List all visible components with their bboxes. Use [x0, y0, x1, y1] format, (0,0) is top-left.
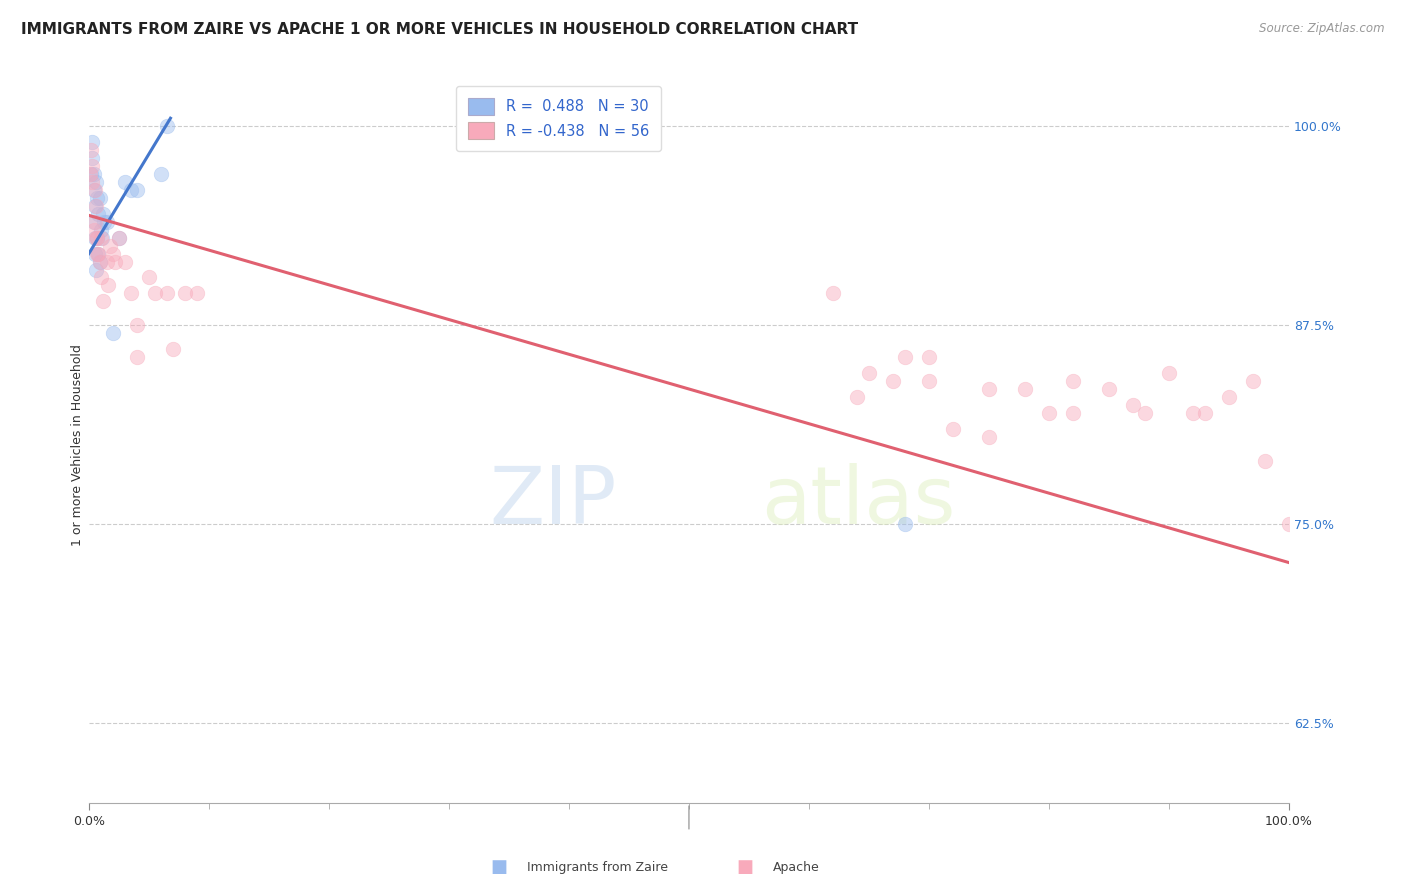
Point [1122, 398, 1144, 412]
Point [91, 207, 114, 221]
Point [114, 254, 136, 268]
Point [84, 262, 107, 277]
Point [1241, 374, 1264, 388]
Text: IMMIGRANTS FROM ZAIRE VS APACHE 1 OR MORE VEHICLES IN HOUSEHOLD CORRELATION CHAR: IMMIGRANTS FROM ZAIRE VS APACHE 1 OR MOR… [21, 22, 858, 37]
Point [918, 374, 941, 388]
Point [143, 286, 166, 301]
Point [80, 167, 103, 181]
Point [90, 223, 112, 237]
Text: Apache: Apache [773, 861, 820, 873]
Point [108, 230, 131, 244]
Point [83, 199, 105, 213]
Point [89, 254, 111, 268]
Point [1014, 382, 1036, 396]
Point [120, 183, 142, 197]
Point [83, 230, 105, 244]
Point [1038, 406, 1060, 420]
Point [173, 286, 195, 301]
Text: Source: ZipAtlas.com: Source: ZipAtlas.com [1260, 22, 1385, 36]
Point [89, 254, 111, 268]
Point [125, 318, 148, 333]
Point [846, 390, 869, 404]
Point [125, 183, 148, 197]
Point [84, 230, 107, 244]
Point [83, 183, 105, 197]
Point [125, 350, 148, 364]
Point [1218, 390, 1240, 404]
Point [894, 517, 917, 532]
Point [858, 366, 880, 380]
Point [79, 167, 101, 181]
Text: ■: ■ [737, 858, 754, 876]
Point [89, 191, 111, 205]
Legend: R =  0.488   N = 30, R = -0.438   N = 56: R = 0.488 N = 30, R = -0.438 N = 56 [456, 87, 661, 151]
Point [1182, 406, 1205, 420]
Point [82, 135, 104, 149]
Point [82, 175, 104, 189]
Point [86, 191, 108, 205]
Point [83, 246, 105, 260]
Point [83, 223, 105, 237]
Text: atlas: atlas [761, 463, 955, 541]
Point [1278, 517, 1301, 532]
Point [138, 270, 160, 285]
Point [90, 270, 112, 285]
Text: ■: ■ [491, 858, 508, 876]
Point [96, 254, 118, 268]
Point [894, 350, 917, 364]
Point [80, 143, 103, 157]
Point [1062, 374, 1084, 388]
Point [882, 374, 904, 388]
Text: ZIP: ZIP [489, 463, 617, 541]
Point [90, 230, 112, 244]
Point [83, 167, 105, 181]
Point [86, 230, 108, 244]
Y-axis label: 1 or more Vehicles in Household: 1 or more Vehicles in Household [72, 343, 84, 546]
Point [149, 167, 172, 181]
Point [918, 350, 941, 364]
Point [977, 382, 1000, 396]
Point [114, 175, 136, 189]
Point [977, 430, 1000, 444]
Point [1133, 406, 1156, 420]
Point [101, 246, 124, 260]
Point [1098, 382, 1121, 396]
Point [101, 326, 124, 341]
Point [1157, 366, 1180, 380]
Point [120, 286, 142, 301]
Point [83, 215, 105, 229]
Point [821, 286, 844, 301]
Point [162, 342, 184, 356]
Point [86, 230, 108, 244]
Point [942, 422, 965, 436]
Text: Immigrants from Zaire: Immigrants from Zaire [527, 861, 668, 873]
Point [108, 230, 131, 244]
Point [91, 230, 114, 244]
Point [84, 199, 107, 213]
Point [156, 286, 179, 301]
Point [86, 246, 108, 260]
Point [1254, 453, 1277, 467]
Point [87, 246, 110, 260]
Point [91, 294, 114, 309]
Point [97, 278, 120, 293]
Point [87, 246, 110, 260]
Point [93, 215, 115, 229]
Point [1062, 406, 1084, 420]
Point [87, 207, 110, 221]
Point [83, 183, 105, 197]
Point [186, 286, 208, 301]
Point [96, 215, 118, 229]
Point [100, 238, 122, 252]
Point [82, 151, 104, 165]
Point [84, 175, 107, 189]
Point [83, 215, 105, 229]
Point [1194, 406, 1216, 420]
Point [156, 119, 179, 133]
Point [104, 254, 127, 268]
Point [82, 159, 104, 173]
